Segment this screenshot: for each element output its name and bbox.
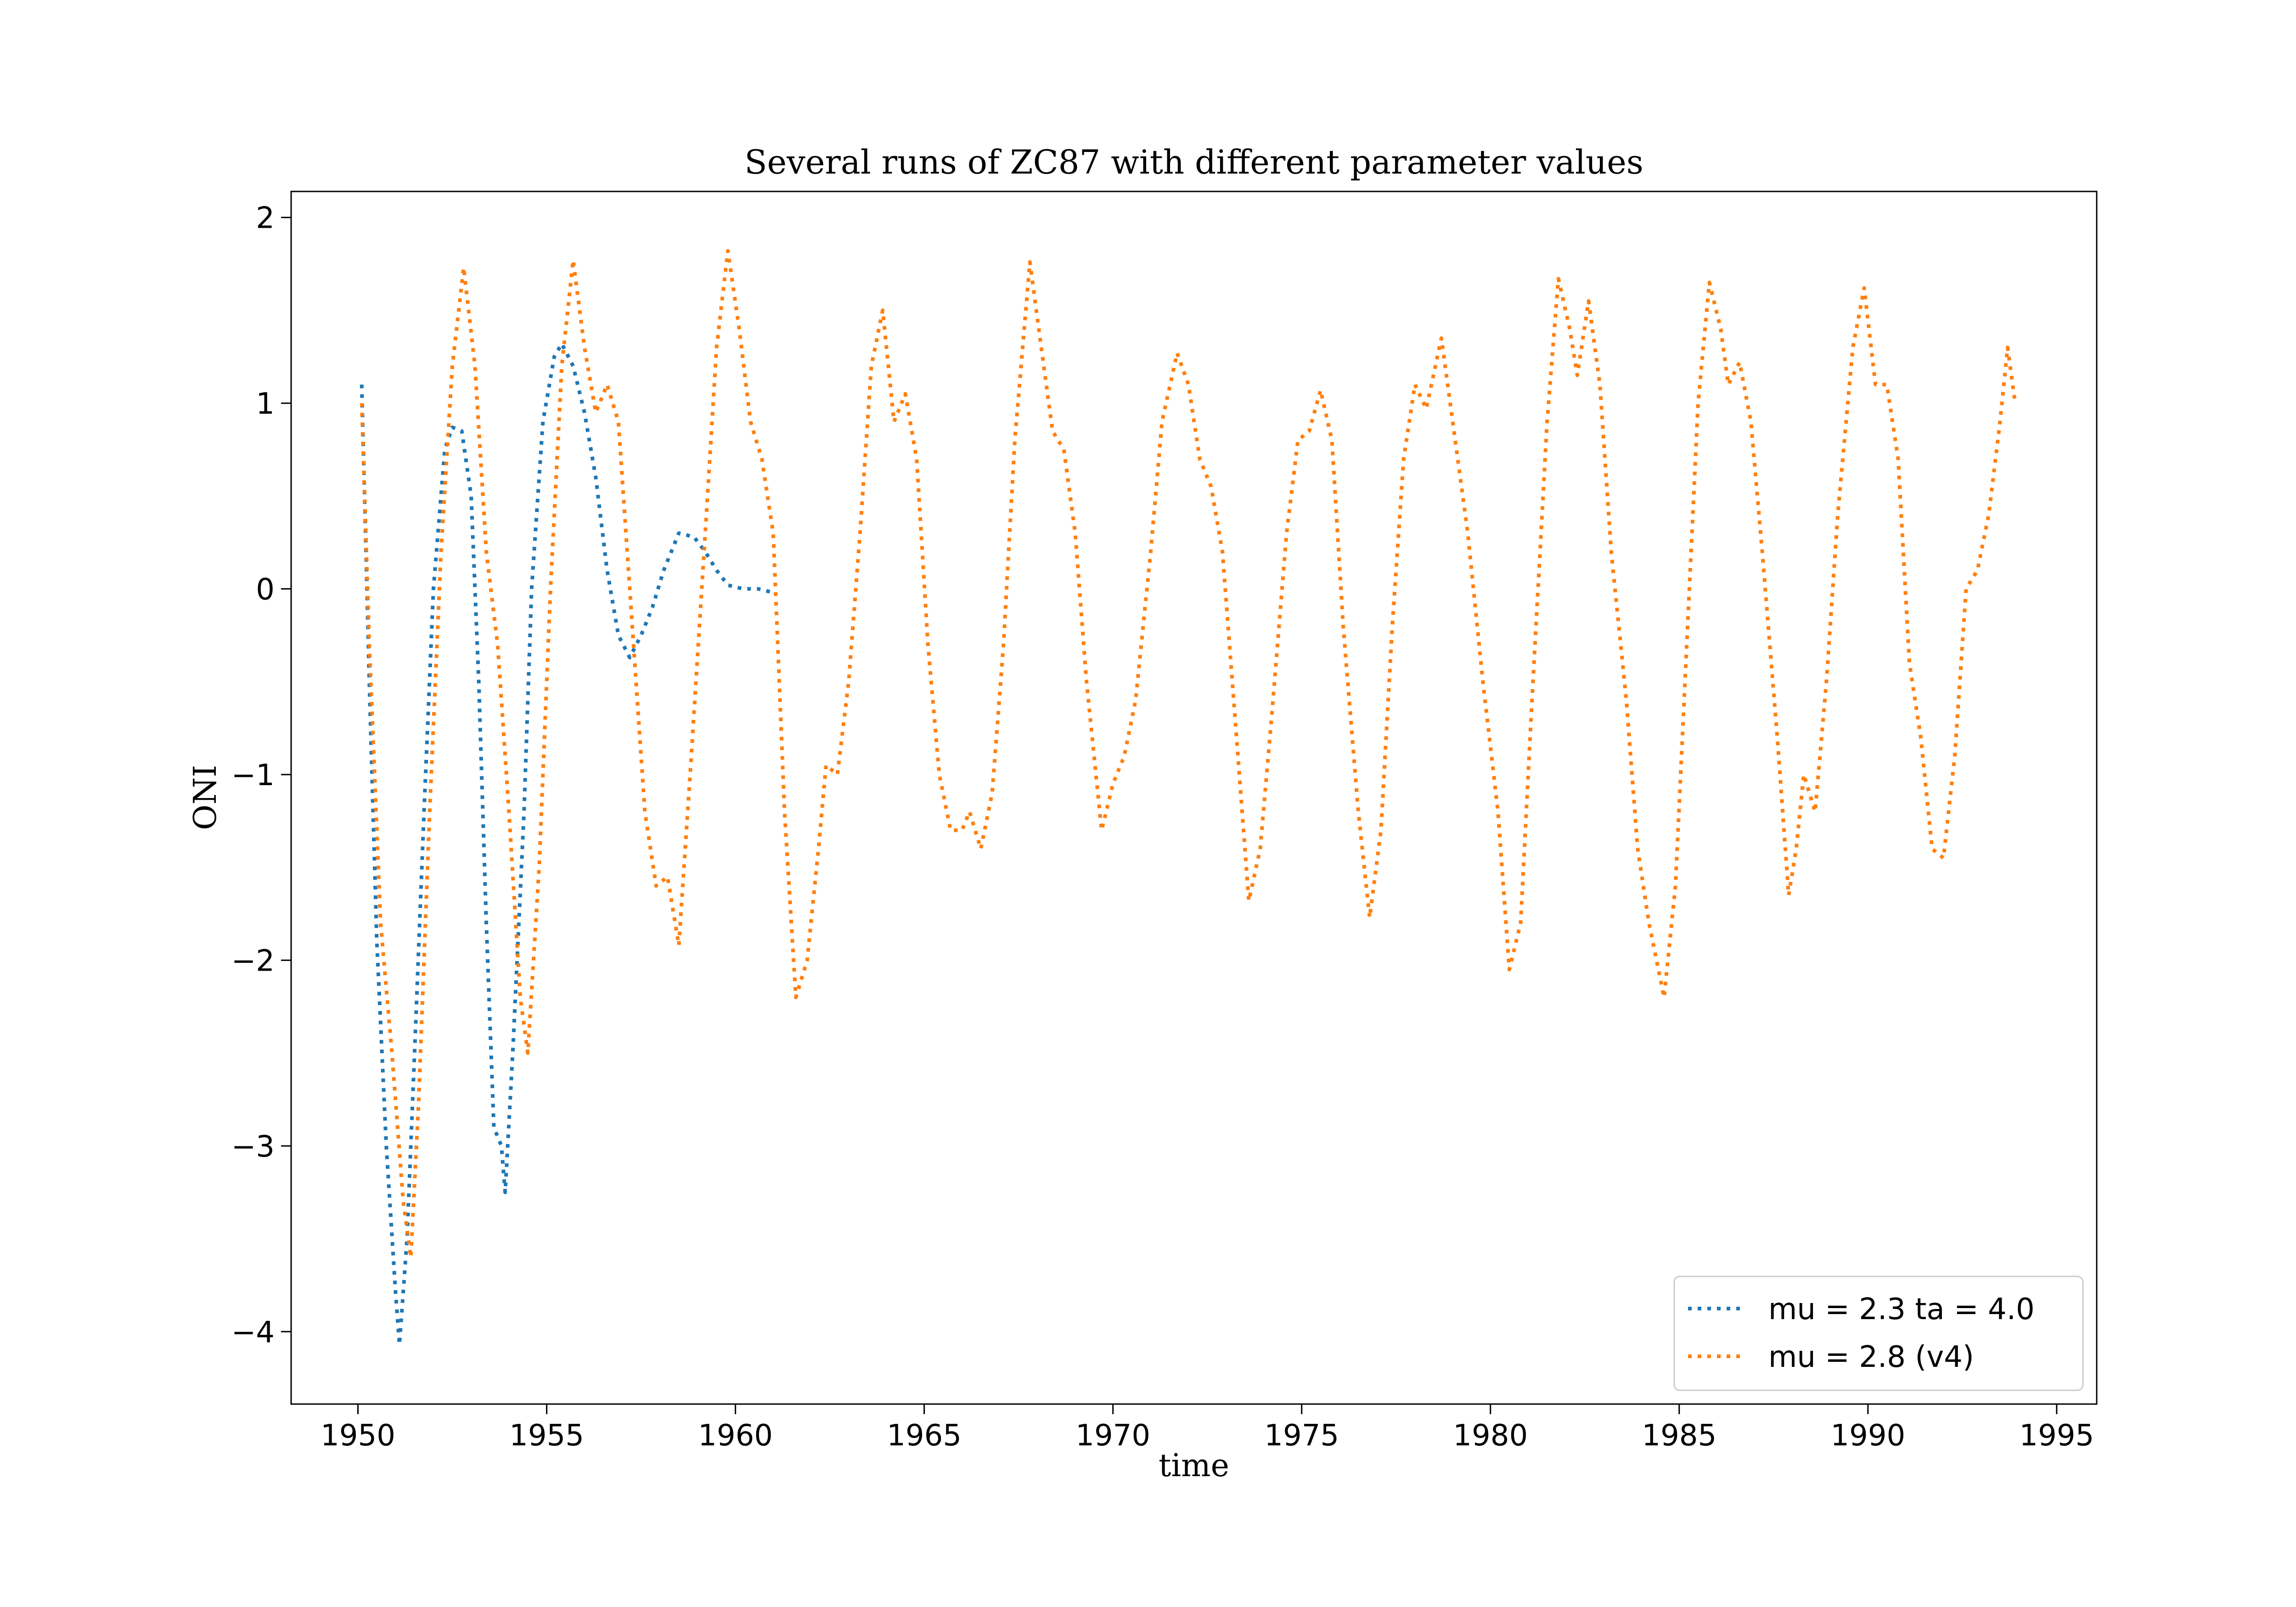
- plot-frame: [290, 191, 2098, 1405]
- legend: mu = 2.3 ta = 4.0 mu = 2.8 (v4): [1673, 1275, 2084, 1391]
- x-tick-label: 1995: [2019, 1419, 2094, 1453]
- x-tick-label: 1950: [321, 1419, 395, 1453]
- legend-label: mu = 2.8 (v4): [1768, 1340, 1974, 1374]
- x-tick-label: 1990: [1830, 1419, 1905, 1453]
- x-tick-label: 1985: [1642, 1419, 1716, 1453]
- x-tick-label: 1955: [509, 1419, 584, 1453]
- x-tick-label: 1965: [887, 1419, 962, 1453]
- x-axis-label: time: [1159, 1448, 1229, 1484]
- y-tick-label: 1: [256, 387, 275, 421]
- legend-box: [1673, 1275, 2084, 1391]
- y-tick-label: −2: [231, 944, 275, 978]
- y-tick-label: −1: [231, 759, 275, 792]
- x-tick-label: 1970: [1075, 1419, 1150, 1453]
- x-tick-label: 1960: [698, 1419, 773, 1453]
- x-tick-label: 1975: [1264, 1419, 1339, 1453]
- y-tick-label: 0: [256, 573, 275, 607]
- legend-label: mu = 2.3 ta = 4.0: [1768, 1292, 2035, 1326]
- y-tick-label: 2: [256, 202, 275, 236]
- x-tick-label: 1980: [1453, 1419, 1528, 1453]
- chart-title: Several runs of ZC87 with different para…: [744, 143, 1643, 181]
- y-tick-label: −3: [231, 1130, 275, 1164]
- y-axis-label: ONI: [187, 765, 224, 830]
- y-tick-label: −4: [231, 1315, 275, 1349]
